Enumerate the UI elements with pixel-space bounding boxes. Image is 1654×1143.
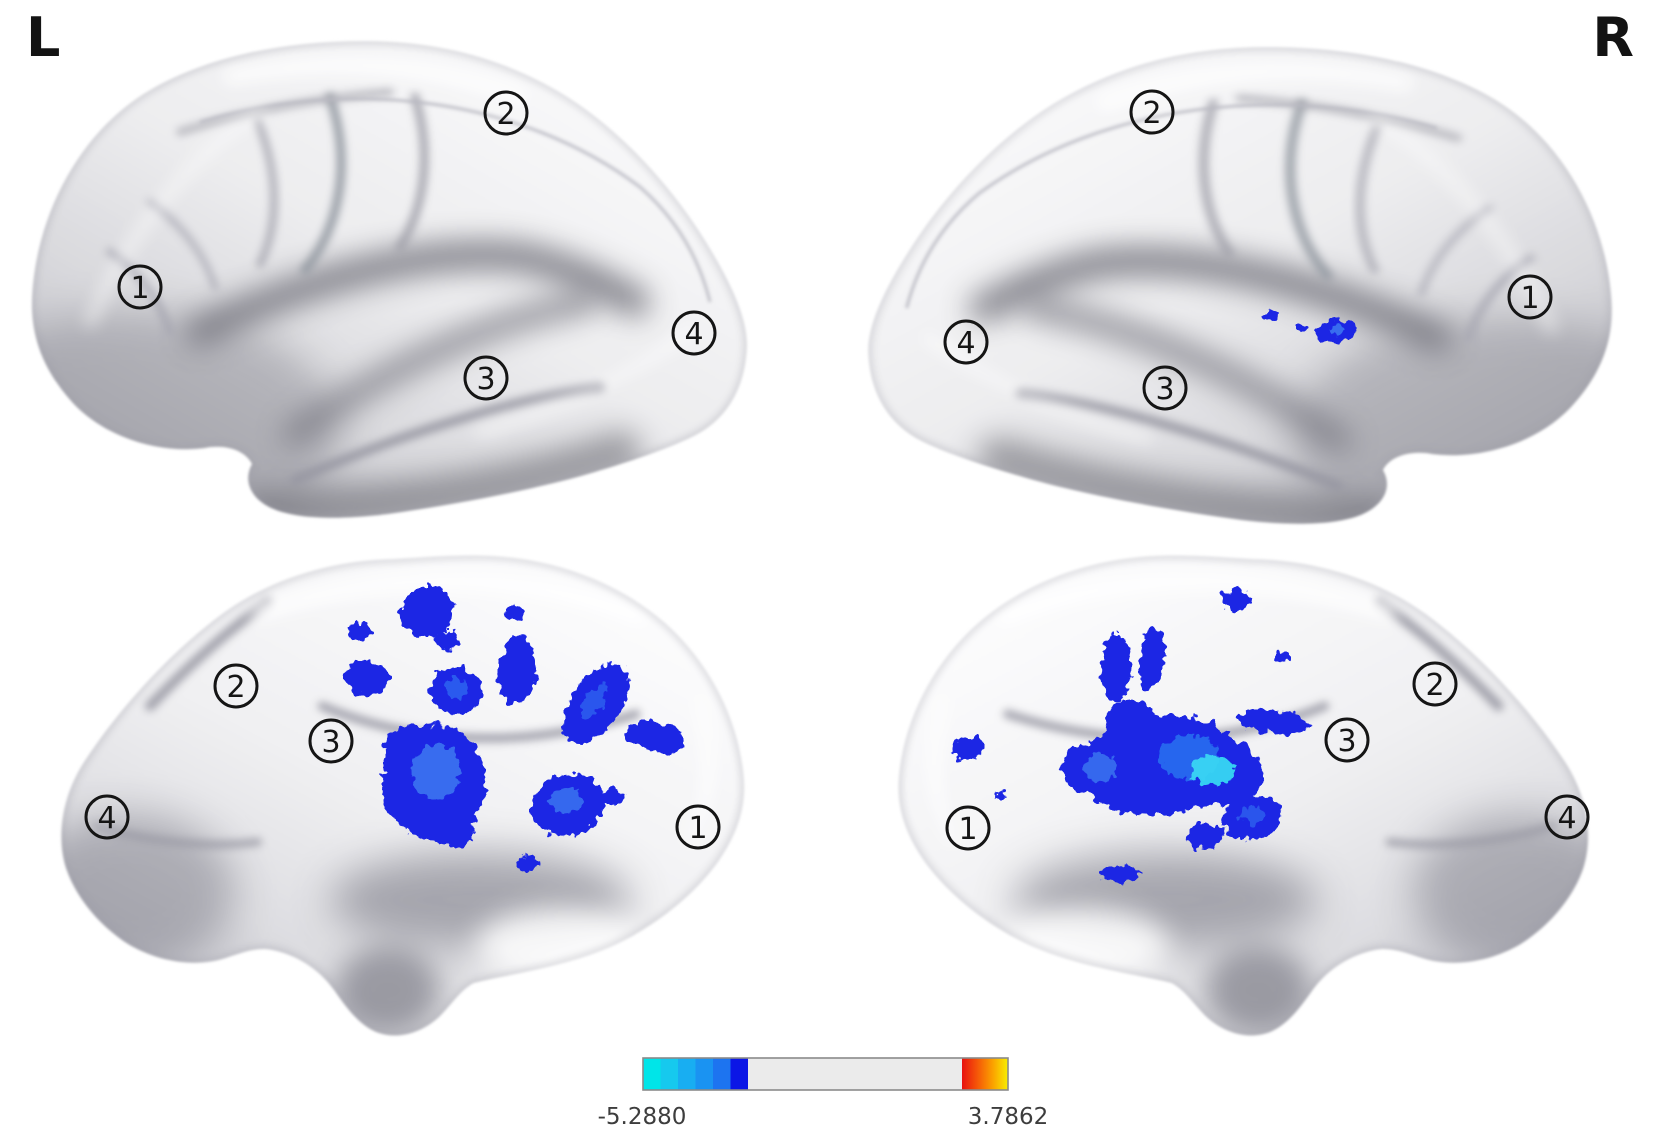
region-marker-circle: [1412, 661, 1458, 707]
colorbar-negative-gradient: [643, 1058, 748, 1090]
colorbar-border: [642, 1057, 1009, 1091]
region-marker-circle: [483, 90, 529, 136]
markers-medial-left: 1 2 3 4: [84, 663, 721, 850]
region-marker-medial-left-2: 2: [213, 663, 259, 709]
clusters-lateral-right: [1264, 312, 1355, 344]
region-marker-circle: [308, 718, 354, 764]
region-marker-circle: [675, 804, 721, 850]
left-hemisphere-label: L: [26, 6, 60, 69]
region-marker-lateral-right-4: 4: [943, 319, 989, 365]
region-marker-number: 2: [1425, 668, 1444, 703]
colorbar-min-label: -5.2880: [598, 1104, 687, 1130]
region-marker-medial-left-1: 1: [675, 804, 721, 850]
brain-lateral-left: [0, 41, 747, 552]
activation-cluster: [1101, 634, 1131, 702]
region-marker-lateral-left-4: 4: [671, 310, 717, 356]
region-marker-number: 3: [1155, 372, 1174, 407]
region-marker-number: 3: [476, 362, 495, 397]
activation-cluster: [995, 792, 1005, 800]
region-marker-lateral-left-2: 2: [483, 90, 529, 136]
clusters-medial-left: [345, 585, 685, 871]
region-marker-number: 4: [1557, 801, 1576, 836]
activation-cluster: [952, 735, 984, 761]
region-marker-circle: [945, 805, 991, 851]
colorbar-positive-gradient: [962, 1058, 1008, 1090]
activation-cluster: [345, 659, 389, 697]
activation-cluster: [1139, 630, 1165, 690]
region-marker-circle: [1507, 274, 1553, 320]
right-hemisphere-label: R: [1592, 6, 1634, 69]
activation-cluster: [1264, 312, 1280, 322]
activation-cluster: [1275, 652, 1291, 662]
activation-cluster: [1185, 823, 1225, 849]
activation-cluster: [435, 632, 459, 650]
region-marker-lateral-left-3: 3: [463, 355, 509, 401]
activation-cluster: [549, 788, 583, 812]
region-marker-number: 2: [1142, 96, 1161, 131]
region-marker-lateral-right-2: 2: [1129, 89, 1175, 135]
activation-cluster: [444, 678, 468, 698]
activation-cluster: [1083, 755, 1117, 781]
region-marker-number: 4: [684, 317, 703, 352]
region-marker-circle: [1324, 717, 1370, 763]
activation-cluster: [625, 721, 685, 753]
region-marker-circle: [1129, 89, 1175, 135]
activation-cluster: [1330, 325, 1346, 335]
activation-cluster: [1240, 806, 1264, 824]
region-marker-medial-right-3: 3: [1324, 717, 1370, 763]
region-marker-circle: [1142, 365, 1188, 411]
activation-cluster: [348, 623, 374, 639]
region-marker-number: 3: [1337, 724, 1356, 759]
activation-cluster: [400, 585, 454, 639]
region-marker-circle: [463, 355, 509, 401]
markers-lateral-left: 1 2 3 4: [117, 90, 717, 401]
colorbar: -5.2880 3.7862: [598, 1057, 1048, 1130]
region-marker-number: 2: [496, 97, 515, 132]
region-marker-number: 2: [226, 670, 245, 705]
region-marker-medial-right-1: 1: [945, 805, 991, 851]
markers-medial-right: 1 2 3 4: [945, 661, 1590, 851]
region-marker-number: 4: [97, 801, 116, 836]
activation-cluster: [497, 636, 537, 704]
activation-cluster: [1238, 709, 1310, 735]
region-marker-number: 1: [688, 811, 707, 846]
activation-cluster: [602, 789, 624, 805]
region-marker-circle: [943, 319, 989, 365]
clusters-medial-right: [952, 590, 1310, 882]
region-marker-circle: [213, 663, 259, 709]
activation-cluster: [580, 683, 608, 719]
activation-cluster: [504, 605, 522, 621]
region-marker-circle: [1544, 794, 1590, 840]
activation-cluster: [412, 744, 460, 800]
activation-cluster: [1221, 590, 1251, 610]
activation-cluster: [431, 817, 475, 847]
colorbar-max-label: 3.7862: [968, 1104, 1048, 1130]
region-marker-number: 3: [321, 725, 340, 760]
activation-cluster: [1104, 700, 1156, 740]
activation-cluster: [1191, 755, 1235, 785]
region-marker-lateral-right-1: 1: [1507, 274, 1553, 320]
region-marker-number: 1: [130, 271, 149, 306]
region-marker-lateral-right-3: 3: [1142, 365, 1188, 411]
region-marker-medial-right-4: 4: [1544, 794, 1590, 840]
region-marker-medial-left-4: 4: [84, 794, 130, 840]
region-marker-number: 1: [1520, 281, 1539, 316]
region-marker-number: 4: [956, 326, 975, 361]
region-marker-circle: [84, 794, 130, 840]
region-marker-lateral-left-1: 1: [117, 264, 163, 310]
region-marker-medial-right-2: 2: [1412, 661, 1458, 707]
activation-cluster: [1295, 323, 1305, 331]
activation-cluster: [1100, 866, 1140, 882]
markers-lateral-right: 1 2 3 4: [943, 89, 1553, 411]
region-marker-medial-left-3: 3: [308, 718, 354, 764]
activation-cluster: [517, 857, 541, 871]
region-marker-number: 1: [958, 812, 977, 847]
brain-medial-right: [898, 555, 1624, 1035]
region-marker-circle: [671, 310, 717, 356]
region-marker-circle: [117, 264, 163, 310]
